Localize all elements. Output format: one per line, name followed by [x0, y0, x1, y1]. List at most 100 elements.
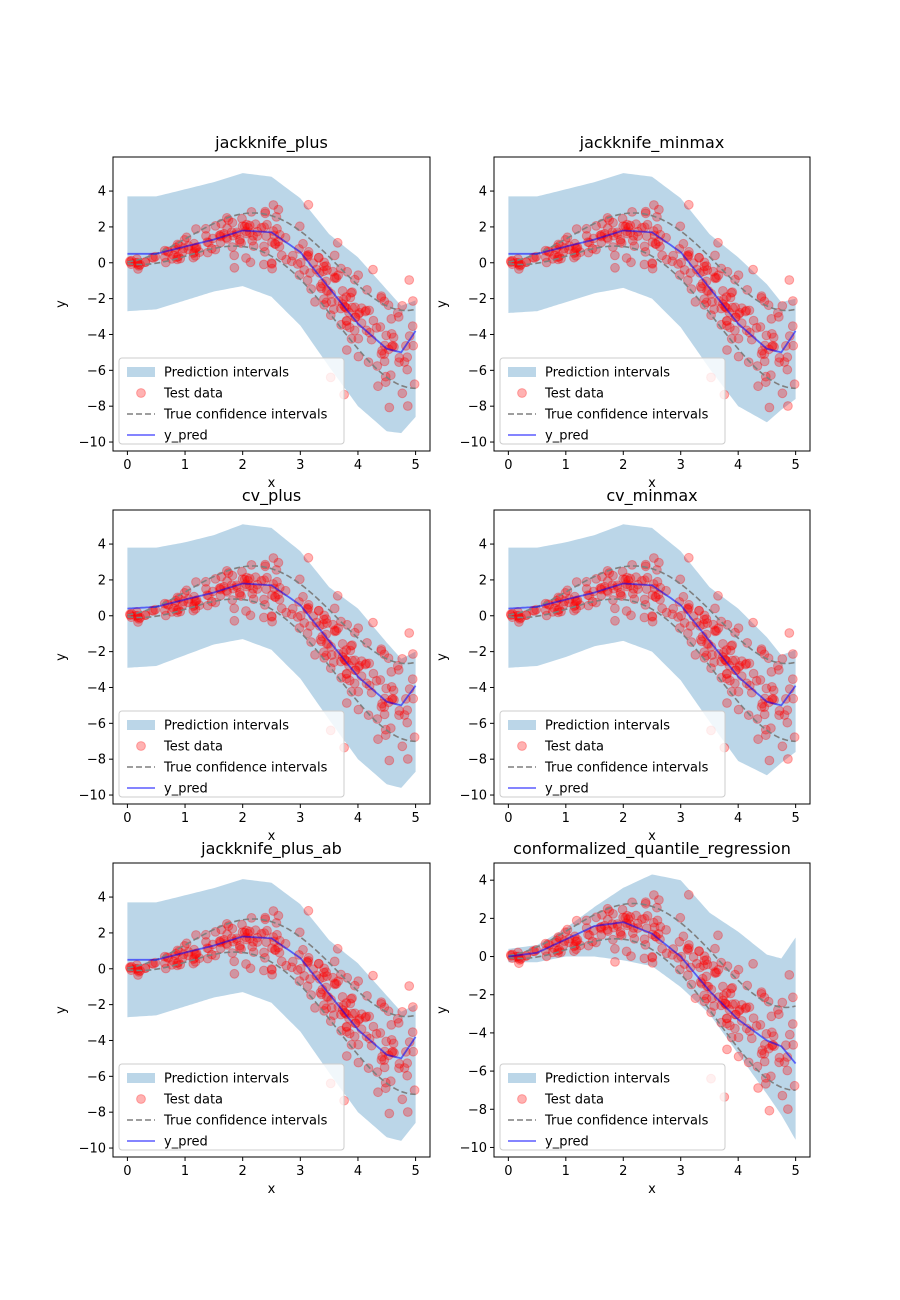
test-data-point — [748, 1013, 759, 1023]
test-data-point — [725, 1020, 735, 1031]
test-data-point — [711, 967, 722, 978]
test-data-point — [583, 600, 594, 611]
test-data-point — [755, 1020, 766, 1030]
test-data-point — [730, 627, 740, 638]
test-data-point — [354, 1013, 365, 1024]
test-data-point — [399, 1063, 410, 1073]
test-data-point — [388, 1038, 399, 1049]
x-tick-label: 2 — [619, 458, 627, 473]
test-data-point — [710, 272, 720, 283]
test-data-point — [321, 261, 332, 271]
legend-label: Test data — [163, 740, 223, 755]
test-data-point — [755, 322, 766, 332]
test-data-point — [371, 323, 382, 333]
true-confidence-upper — [508, 902, 796, 1009]
test-data-point — [736, 656, 747, 666]
test-data-point — [667, 256, 678, 267]
test-data-point — [356, 303, 367, 314]
test-data-point — [696, 978, 707, 989]
x-tick-label: 5 — [411, 1164, 419, 1179]
test-data-point — [730, 969, 740, 980]
test-data-point — [267, 237, 277, 248]
x-tick-label: 1 — [181, 811, 189, 826]
x-tick-label: 3 — [677, 811, 685, 826]
test-data-point — [329, 956, 340, 967]
test-data-point — [733, 662, 744, 672]
test-data-point — [302, 981, 313, 992]
test-data-point — [244, 580, 255, 591]
test-data-point — [684, 943, 694, 953]
test-data-point — [229, 603, 240, 614]
test-data-point — [685, 621, 696, 631]
test-data-point — [200, 223, 211, 234]
legend-interval-swatch — [127, 367, 155, 377]
test-data-point — [379, 1055, 390, 1066]
test-data-point — [699, 955, 710, 966]
test-data-point — [583, 940, 594, 951]
test-data-point — [779, 357, 790, 367]
test-data-point — [581, 223, 592, 234]
test-data-point — [376, 644, 387, 654]
test-data-point — [331, 272, 342, 283]
test-data-point — [702, 265, 713, 276]
test-data-point — [303, 956, 314, 966]
test-data-point — [250, 572, 261, 583]
test-data-point — [655, 921, 666, 932]
test-data-point — [781, 1040, 791, 1050]
test-data-point — [699, 951, 710, 962]
test-data-point — [310, 297, 320, 307]
test-data-point — [349, 1031, 360, 1042]
test-data-point — [322, 265, 332, 276]
test-data-point — [690, 650, 701, 660]
test-data-point — [404, 628, 415, 638]
x-tick-label: 3 — [677, 1164, 685, 1179]
test-data-point — [722, 345, 732, 355]
y-tick-label: 2 — [479, 912, 487, 927]
test-data-point — [733, 351, 744, 362]
test-data-point — [234, 237, 245, 247]
test-data-point — [625, 227, 636, 238]
test-data-point — [321, 297, 332, 308]
x-tick-label: 0 — [504, 811, 512, 826]
test-data-point — [259, 259, 269, 270]
test-data-point — [726, 686, 737, 697]
test-data-point — [766, 667, 777, 677]
test-data-point — [701, 993, 712, 1004]
test-data-point — [356, 1009, 367, 1019]
test-data-point — [266, 964, 277, 974]
test-data-point — [363, 710, 374, 720]
test-data-point — [262, 219, 272, 230]
legend-label: True confidence intervals — [544, 408, 709, 423]
test-data-point — [236, 238, 247, 249]
test-data-point — [683, 889, 694, 900]
test-data-point — [237, 919, 247, 930]
test-data-point — [272, 223, 282, 234]
y-tick-label: −8 — [87, 400, 106, 415]
test-data-point — [721, 645, 732, 655]
test-data-point — [701, 261, 712, 271]
legend-label: Prediction intervals — [164, 719, 289, 734]
test-data-point — [716, 1000, 727, 1011]
legend-test-data-marker — [517, 741, 527, 751]
test-data-point — [341, 698, 352, 708]
test-data-point — [350, 1018, 360, 1029]
test-data-point — [341, 316, 352, 327]
test-data-point — [733, 309, 744, 320]
test-data-point — [784, 970, 795, 980]
test-data-point — [241, 959, 251, 969]
test-data-point — [647, 951, 657, 962]
test-data-point — [694, 605, 704, 616]
test-data-point — [281, 607, 292, 618]
test-data-point — [718, 981, 728, 992]
y-pred-line — [508, 582, 797, 707]
test-data-point — [610, 250, 620, 261]
test-data-point — [648, 579, 659, 589]
test-data-point — [647, 237, 658, 248]
test-data-point — [330, 979, 340, 990]
test-data-point — [615, 929, 626, 940]
test-data-point — [346, 333, 357, 344]
test-data-point — [661, 925, 671, 935]
test-data-point — [583, 247, 594, 258]
test-data-point — [336, 672, 347, 683]
test-data-point — [330, 273, 340, 284]
